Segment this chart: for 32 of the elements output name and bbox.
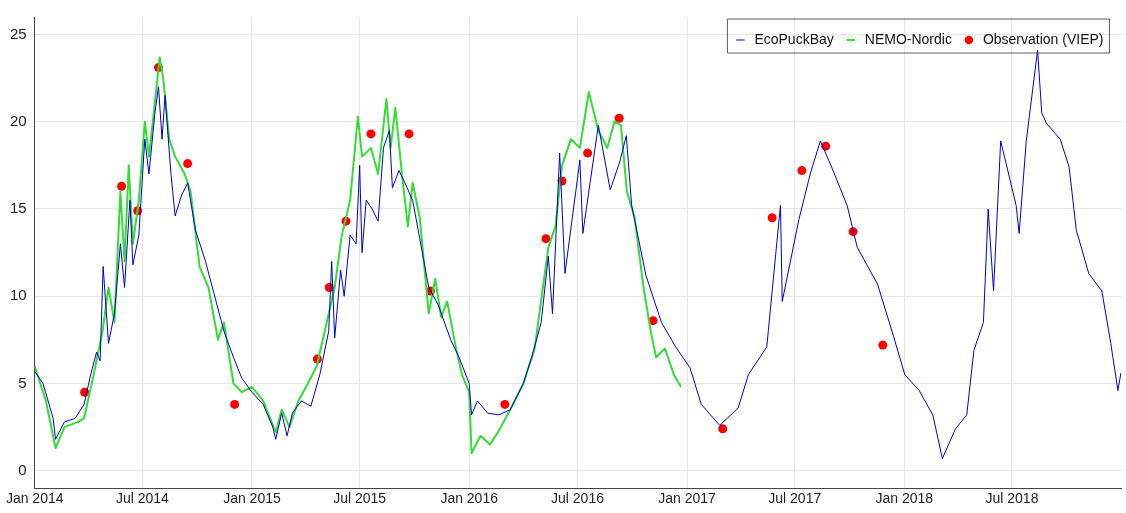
x-tick-label: Jan 2015 xyxy=(223,490,281,507)
point xyxy=(404,129,414,139)
y-tick-label: 10 xyxy=(10,286,27,304)
point xyxy=(117,181,127,191)
point xyxy=(541,234,551,244)
y-tick-label: 25 xyxy=(10,24,27,42)
x-tick-label: Jul 2018 xyxy=(985,490,1039,507)
legend-label: Observation (VIEP) xyxy=(982,30,1104,47)
x-tick-label: Jul 2014 xyxy=(115,490,170,507)
y-tick-label: 20 xyxy=(10,111,27,129)
x-tick-label: Jul 2016 xyxy=(551,490,605,507)
y-tick-label: 15 xyxy=(10,199,27,217)
y-tick-label: 0 xyxy=(18,460,27,478)
point xyxy=(583,148,593,158)
legend-label: NEMO-Nordic xyxy=(864,30,952,47)
x-tick-label: Jan 2014 xyxy=(5,490,64,507)
point xyxy=(614,113,624,123)
point xyxy=(797,166,807,176)
point xyxy=(718,424,728,434)
point xyxy=(230,399,240,409)
point xyxy=(183,159,193,169)
legend-label: EcoPuckBay xyxy=(754,30,834,47)
y-tick-label: 5 xyxy=(18,373,27,391)
point xyxy=(366,129,376,139)
x-tick-label: Jan 2017 xyxy=(658,490,717,507)
point xyxy=(500,399,510,409)
x-tick-label: Jul 2015 xyxy=(333,490,387,507)
x-tick-label: Jul 2017 xyxy=(768,490,822,507)
x-tick-label: Jan 2016 xyxy=(440,490,499,507)
x-tick-label: Jan 2018 xyxy=(875,490,934,507)
point xyxy=(767,213,777,223)
point xyxy=(878,340,888,350)
